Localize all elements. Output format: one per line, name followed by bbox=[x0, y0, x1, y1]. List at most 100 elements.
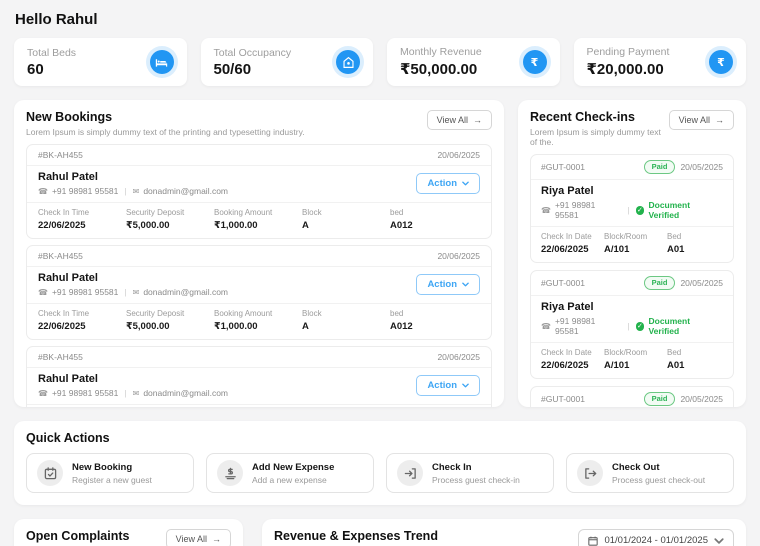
field-label: Security Deposit bbox=[126, 208, 185, 217]
chevron-down-icon bbox=[462, 383, 469, 388]
paid-badge: Paid bbox=[643, 160, 676, 174]
booking-card: #BK-AH455 20/06/2025 Rahul Patel ☎ +91 9… bbox=[26, 346, 492, 407]
checkin-card: #GUT-0001 Paid 20/05/2025 Riya Patel ☎ +… bbox=[530, 270, 734, 379]
action-button[interactable]: Action bbox=[416, 375, 480, 396]
field-value: ₹5,000.00 bbox=[126, 220, 170, 231]
divider: | bbox=[627, 321, 630, 331]
phone-icon: ☎ bbox=[541, 205, 551, 215]
open-complaints-view-all-button[interactable]: View All → bbox=[165, 529, 231, 546]
booking-id: #BK-AH455 bbox=[38, 352, 83, 362]
field-label: Block bbox=[302, 309, 322, 318]
quick-action-new-booking[interactable]: New Booking Register a new guest bbox=[26, 453, 194, 493]
expense-icon bbox=[217, 460, 243, 486]
chevron-down-icon bbox=[462, 282, 469, 287]
action-label: Action bbox=[427, 279, 457, 290]
guest-phone: +91 98981 95581 bbox=[554, 316, 596, 336]
field-value: A/101 bbox=[604, 360, 630, 371]
field-label: bed bbox=[390, 208, 404, 217]
check-out-icon bbox=[577, 460, 603, 486]
booking-id: #BK-AH455 bbox=[38, 251, 83, 261]
check-in-icon bbox=[397, 460, 423, 486]
stat-card-pending-payment: Pending Payment ₹20,000.00 ₹ bbox=[573, 38, 746, 86]
check-circle-icon: ✓ bbox=[635, 321, 645, 331]
field-label: Check In Time bbox=[38, 309, 90, 318]
field-value: 22/06/2025 bbox=[541, 244, 589, 255]
recent-checkins-subtitle: Lorem Ipsum is simply dummy text of the. bbox=[530, 127, 661, 147]
action-label: Action bbox=[427, 380, 457, 391]
quick-action-check-in[interactable]: Check In Process guest check-in bbox=[386, 453, 554, 493]
booking-date: 20/06/2025 bbox=[437, 352, 480, 362]
field-value: A012 bbox=[390, 321, 413, 332]
quick-action-label: Add New Expense bbox=[252, 461, 335, 473]
revenue-trend-title: Revenue & Expenses Trend bbox=[274, 529, 438, 543]
quick-action-sublabel: Add a new expense bbox=[252, 474, 327, 485]
chevron-down-icon bbox=[714, 537, 724, 544]
quick-action-label: New Booking bbox=[72, 461, 133, 473]
field-value: A01 bbox=[667, 244, 685, 255]
action-button[interactable]: Action bbox=[416, 274, 480, 295]
booking-date: 20/06/2025 bbox=[437, 251, 480, 261]
check-circle-icon: ✓ bbox=[635, 205, 645, 215]
recent-checkins-panel: Recent Check-ins Lorem Ipsum is simply d… bbox=[518, 100, 746, 407]
date-range-picker[interactable]: 01/01/2024 - 01/01/2025 bbox=[578, 529, 734, 546]
checkin-card: #GUT-0001 Paid 20/05/2025 Riya Patel ☎ +… bbox=[530, 154, 734, 263]
divider: | bbox=[124, 287, 127, 297]
field-value: 22/06/2025 bbox=[38, 321, 86, 332]
paid-badge: Paid bbox=[643, 276, 676, 290]
quick-action-add-new-expense[interactable]: Add New Expense Add a new expense bbox=[206, 453, 374, 493]
field-label: Bed bbox=[667, 232, 682, 241]
stat-value: 60 bbox=[27, 60, 44, 78]
action-button[interactable]: Action bbox=[416, 173, 480, 194]
checkin-card: #GUT-0001 Paid 20/05/2025 Riya Patel ☎ +… bbox=[530, 386, 734, 407]
field-label: Booking Amount bbox=[214, 208, 273, 217]
guest-name: Rahul Patel bbox=[38, 272, 98, 284]
phone-icon: ☎ bbox=[38, 186, 48, 196]
quick-action-sublabel: Process guest check-in bbox=[432, 474, 520, 485]
guest-email: donadmin@gmail.com bbox=[143, 287, 229, 297]
phone-icon: ☎ bbox=[38, 388, 48, 398]
guest-name: Riya Patel bbox=[541, 185, 594, 197]
booking-card: #BK-AH455 20/06/2025 Rahul Patel ☎ +91 9… bbox=[26, 245, 492, 340]
date-range-value: 01/01/2024 - 01/01/2025 bbox=[604, 535, 708, 546]
field-value: A bbox=[302, 321, 309, 332]
calendar-icon bbox=[588, 536, 599, 546]
stat-label: Pending Payment bbox=[586, 46, 670, 58]
email-icon: ✉ bbox=[132, 388, 140, 398]
field-label: Bed bbox=[667, 348, 682, 357]
field-label: Booking Amount bbox=[214, 309, 273, 318]
divider: | bbox=[627, 205, 630, 215]
field-label: bed bbox=[390, 309, 404, 318]
view-all-label: View All bbox=[436, 115, 468, 125]
phone-icon: ☎ bbox=[541, 321, 551, 331]
divider: | bbox=[124, 186, 127, 196]
field-label: Check In Date bbox=[541, 348, 592, 357]
arrow-right-icon: → bbox=[212, 534, 221, 544]
field-label: Check In Time bbox=[38, 208, 90, 217]
new-bookings-panel: New Bookings Lorem Ipsum is simply dummy… bbox=[14, 100, 504, 407]
stat-label: Monthly Revenue bbox=[400, 46, 482, 58]
stats-row: Total Beds 60 Total Occupancy 50/60 Mont… bbox=[14, 38, 746, 86]
chevron-down-icon bbox=[462, 181, 469, 186]
divider: | bbox=[124, 388, 127, 398]
guest-name: Riya Patel bbox=[541, 301, 594, 313]
stat-value: ₹50,000.00 bbox=[400, 61, 478, 78]
new-bookings-view-all-button[interactable]: View All → bbox=[426, 110, 492, 130]
recent-checkins-view-all-button[interactable]: View All → bbox=[668, 110, 734, 130]
checkin-date: 20/05/2025 bbox=[680, 394, 723, 404]
stat-label: Total Beds bbox=[27, 46, 77, 59]
field-label: Block bbox=[302, 208, 322, 217]
checkin-date: 20/05/2025 bbox=[680, 162, 723, 172]
quick-action-sublabel: Register a new guest bbox=[72, 474, 152, 485]
building-icon bbox=[336, 50, 360, 74]
checkin-id: #GUT-0001 bbox=[541, 278, 585, 288]
recent-checkins-title: Recent Check-ins bbox=[530, 110, 635, 124]
field-value: ₹1,000.00 bbox=[214, 220, 258, 231]
quick-action-label: Check Out bbox=[612, 461, 660, 473]
booking-id: #BK-AH455 bbox=[38, 150, 83, 160]
field-value: A01 bbox=[667, 360, 685, 371]
view-all-label: View All bbox=[678, 115, 710, 125]
field-label: Check In Date bbox=[541, 232, 592, 241]
booking-card: #BK-AH455 20/06/2025 Rahul Patel ☎ +91 9… bbox=[26, 144, 492, 239]
quick-action-check-out[interactable]: Check Out Process guest check-out bbox=[566, 453, 734, 493]
guest-phone: +91 98981 95581 bbox=[51, 287, 119, 297]
